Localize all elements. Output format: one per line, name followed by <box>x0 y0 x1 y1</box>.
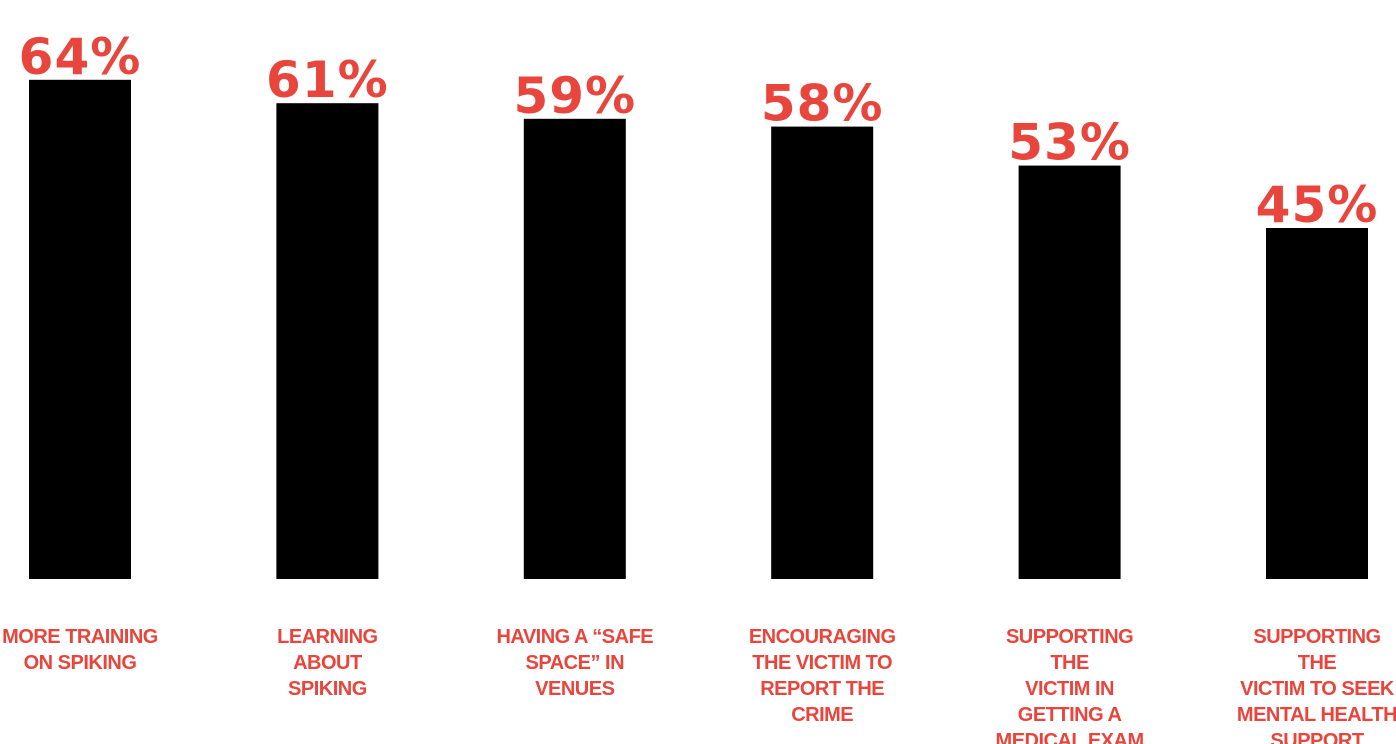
bar <box>1018 165 1121 579</box>
bar <box>523 118 626 580</box>
category-label: SUPPORTING THE VICTIM IN GETTING A MEDIC… <box>995 626 1145 744</box>
bar-value-label: 45% <box>1256 176 1379 234</box>
bar-value-label: 53% <box>1008 114 1131 172</box>
category-label: SUPPORTING THE VICTIM TO SEEK MENTAL HEA… <box>1236 626 1396 744</box>
bar <box>1266 228 1368 579</box>
category-label: LEARNING ABOUT SPIKING <box>277 626 378 700</box>
bar-value-label: 58% <box>761 75 884 133</box>
bar <box>771 126 874 579</box>
bar-value-label: 61% <box>266 51 389 109</box>
category-label: HAVING A “SAFE SPACE” IN VENUES <box>496 626 654 700</box>
category-label: MORE TRAINING ON SPIKING <box>2 626 158 674</box>
category-label: ENCOURAGING THE VICTIM TO REPORT THE CRI… <box>748 626 896 726</box>
bar-value-label: 64% <box>19 28 142 86</box>
bar <box>29 79 131 580</box>
bar <box>276 103 379 579</box>
bar-value-label: 59% <box>513 67 636 125</box>
